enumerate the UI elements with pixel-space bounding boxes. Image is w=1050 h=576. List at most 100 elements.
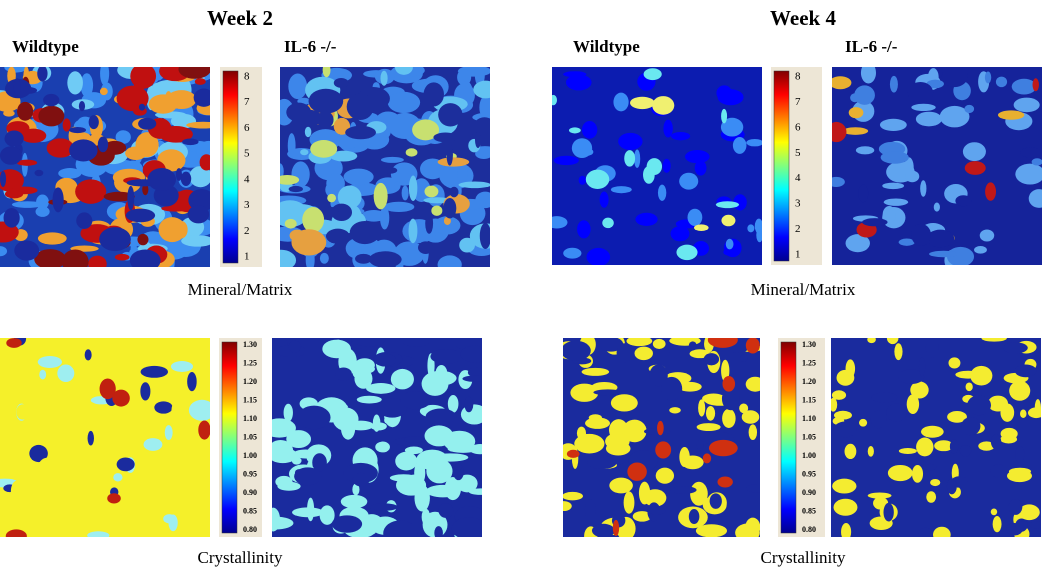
heatmap-blob bbox=[118, 446, 139, 455]
heatmap-blob bbox=[103, 191, 135, 202]
heatmap-blob bbox=[52, 187, 64, 213]
heatmap-blob bbox=[948, 357, 961, 369]
heatmap-blob bbox=[280, 175, 300, 185]
colorbar-tick-label: 8 bbox=[795, 71, 801, 83]
heatmap-blob bbox=[171, 402, 179, 419]
heatmap-blob bbox=[198, 420, 210, 440]
heatmap-blob bbox=[421, 371, 449, 396]
heatmap-blob bbox=[88, 255, 107, 267]
heatmap-blob bbox=[383, 520, 418, 537]
heatmap-blob bbox=[467, 367, 482, 378]
heatmap-blob bbox=[347, 420, 374, 431]
heatmap-blob bbox=[325, 228, 350, 244]
heatmap-blob bbox=[69, 139, 98, 162]
heatmap-blob bbox=[1020, 147, 1041, 158]
heatmap-blob bbox=[76, 212, 93, 229]
heatmap-blob bbox=[319, 505, 335, 525]
colorbar-tick-label: 1.30 bbox=[802, 340, 816, 349]
heatmap-blob bbox=[292, 449, 319, 459]
heatmap-blob bbox=[35, 206, 50, 217]
heatmap-blob bbox=[916, 437, 934, 457]
heatmap-blob bbox=[351, 338, 386, 347]
heatmap-blob bbox=[964, 104, 975, 114]
heatmap-blob bbox=[978, 441, 995, 451]
heatmap-blob bbox=[990, 508, 998, 516]
heatmap-blob bbox=[833, 498, 858, 516]
heatmap-blob bbox=[918, 527, 933, 537]
heatmap-blob bbox=[175, 168, 183, 181]
heatmap-blob bbox=[424, 185, 439, 198]
heatmap-blob bbox=[475, 148, 490, 159]
heatmap-blob bbox=[882, 205, 896, 224]
heatmap-blob bbox=[717, 89, 744, 106]
heatmap-blob bbox=[300, 149, 309, 156]
heatmap-blob bbox=[563, 340, 591, 361]
heatmap-blob bbox=[154, 401, 173, 414]
heatmap-blob bbox=[459, 237, 475, 253]
row-caption: Mineral/Matrix bbox=[751, 280, 856, 299]
heatmap-blob bbox=[479, 95, 490, 120]
heatmap-blob bbox=[164, 425, 173, 441]
heatmap-blob bbox=[721, 108, 728, 124]
heatmap-blob bbox=[696, 439, 704, 451]
heatmap-image bbox=[831, 338, 1041, 537]
colorbar-tick-label: 8 bbox=[244, 71, 250, 83]
week-title: Week 2 bbox=[207, 6, 273, 30]
heatmap-blob bbox=[629, 96, 655, 110]
heatmap-blob bbox=[277, 481, 301, 491]
heatmap-blob bbox=[690, 481, 708, 506]
heatmap-blob bbox=[286, 102, 312, 122]
heatmap-blob bbox=[331, 515, 363, 533]
heatmap-blob bbox=[140, 365, 169, 378]
heatmap-blob bbox=[479, 222, 490, 250]
heatmap-blob bbox=[585, 417, 610, 429]
heatmap-blob bbox=[297, 405, 331, 430]
heatmap-blob bbox=[75, 179, 107, 204]
heatmap-blob bbox=[99, 87, 108, 96]
heatmap-blob bbox=[832, 121, 847, 143]
heatmap-blob bbox=[69, 126, 87, 134]
heatmap-blob bbox=[970, 365, 993, 386]
heatmap-blob bbox=[369, 503, 398, 511]
heatmap-blob bbox=[627, 462, 647, 481]
heatmap-blob bbox=[867, 338, 876, 344]
heatmap-blob bbox=[377, 397, 408, 418]
heatmap-blob bbox=[324, 206, 339, 214]
heatmap-blob bbox=[335, 367, 352, 381]
heatmap-blob bbox=[39, 457, 58, 472]
heatmap-blob bbox=[147, 168, 177, 191]
heatmap-blob bbox=[702, 453, 712, 464]
heatmap-blob bbox=[375, 441, 390, 453]
colorbar-tick-label: 4 bbox=[795, 172, 801, 184]
heatmap-blob bbox=[552, 216, 568, 229]
heatmap-blob bbox=[860, 67, 877, 84]
heatmap-blob bbox=[330, 150, 358, 162]
heatmap-blob bbox=[741, 410, 760, 424]
heatmap-blob bbox=[0, 246, 8, 257]
heatmap-blob bbox=[291, 229, 327, 256]
heatmap-blob bbox=[100, 67, 110, 86]
heatmap-blob bbox=[73, 132, 91, 141]
heatmap-blob bbox=[661, 376, 683, 401]
heatmap-blob bbox=[574, 433, 605, 454]
heatmap-blob bbox=[405, 148, 418, 157]
heatmap-blob bbox=[979, 229, 995, 242]
heatmap-blob bbox=[955, 370, 981, 379]
heatmap-blob bbox=[598, 338, 624, 352]
heatmap-blob bbox=[125, 146, 147, 161]
colorbar-tick-label: 1.30 bbox=[243, 340, 257, 349]
heatmap-blob bbox=[469, 444, 482, 455]
heatmap-blob bbox=[676, 244, 698, 261]
heatmap-blob bbox=[310, 140, 338, 158]
heatmap-blob bbox=[887, 464, 913, 482]
heatmap-blob bbox=[745, 338, 760, 354]
heatmap-blob bbox=[871, 392, 898, 403]
heatmap-blob bbox=[985, 182, 997, 201]
heatmap-blob bbox=[138, 117, 157, 130]
heatmap-blob bbox=[721, 214, 736, 227]
heatmap-blob bbox=[670, 486, 697, 494]
heatmap-blob bbox=[78, 100, 86, 112]
heatmap-blob bbox=[159, 125, 193, 143]
heatmap-blob bbox=[992, 516, 1002, 533]
heatmap-blob bbox=[127, 185, 135, 211]
